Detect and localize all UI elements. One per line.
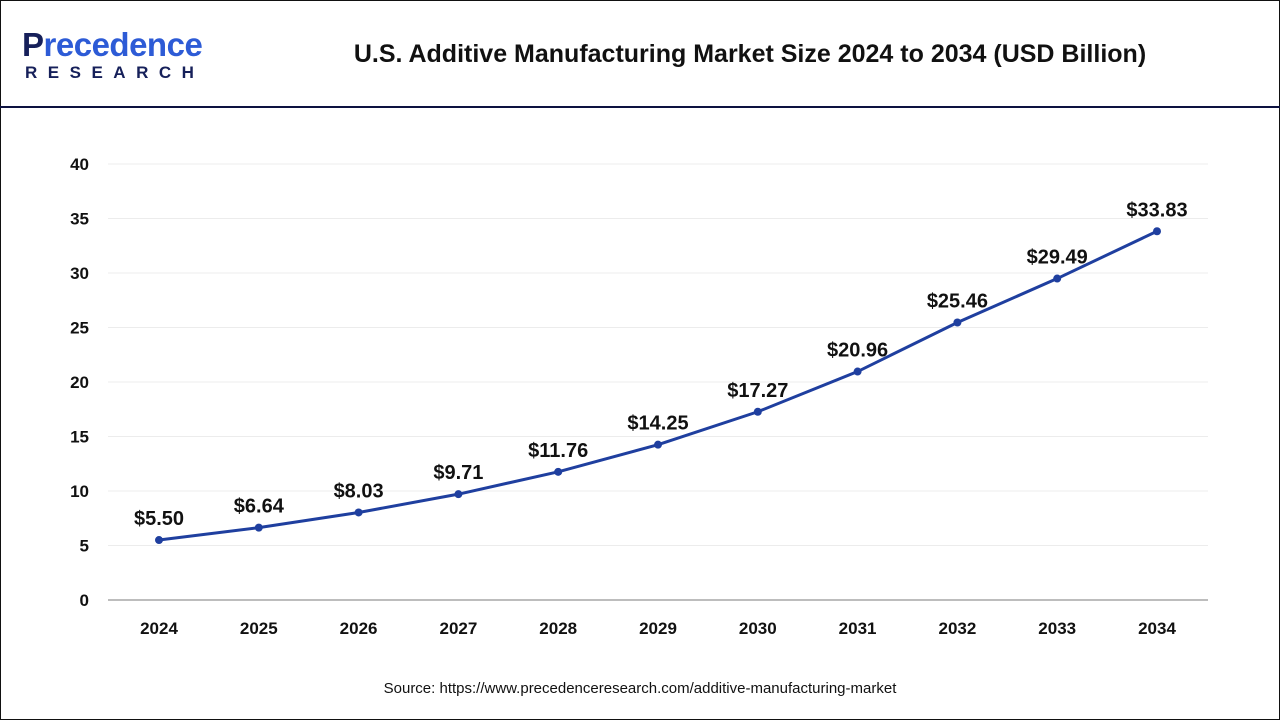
logo: Precedence RESEARCH [22, 28, 205, 83]
data-label: $29.49 [1027, 247, 1088, 269]
data-label: $9.71 [433, 462, 483, 484]
x-tick-label: 2034 [1138, 619, 1176, 638]
data-label: $25.46 [927, 290, 988, 312]
series-line [158, 229, 1158, 542]
data-label: $20.96 [827, 340, 888, 362]
data-point [155, 536, 163, 545]
data-point [853, 367, 862, 376]
x-tick-label: 2029 [639, 619, 677, 638]
data-label: $17.27 [727, 380, 788, 402]
data-point [454, 490, 463, 499]
y-tick-label: 35 [70, 210, 89, 229]
y-tick-label: 0 [80, 591, 89, 610]
data-label: $5.50 [134, 508, 184, 530]
data-label: $33.83 [1126, 199, 1187, 221]
chart-title: U.S. Additive Manufacturing Market Size … [353, 40, 1147, 68]
y-tick-label: 20 [70, 373, 89, 392]
y-tick-label: 15 [70, 428, 89, 447]
data-point [654, 440, 662, 449]
data-label: $8.03 [334, 480, 384, 502]
x-tick-label: 2024 [140, 619, 178, 638]
y-tick-label: 30 [70, 264, 89, 283]
y-tick-label: 25 [70, 319, 89, 338]
logo-p: P [22, 26, 44, 63]
data-label: $14.25 [627, 413, 688, 435]
data-point [1153, 227, 1161, 236]
x-tick-label: 2031 [839, 619, 877, 638]
data-point [753, 407, 762, 416]
x-tick-label: 2033 [1038, 619, 1076, 638]
data-label: $6.64 [234, 496, 285, 518]
y-tick-label: 5 [80, 537, 89, 556]
x-tick-label: 2026 [340, 619, 378, 638]
y-tick-label: 40 [70, 155, 89, 174]
x-tick-label: 2032 [938, 619, 976, 638]
logo-rest: recedence [43, 26, 203, 63]
x-tick-label: 2025 [240, 619, 278, 638]
x-tick-label: 2027 [439, 619, 477, 638]
data-point [554, 467, 563, 476]
logo-research: RESEARCH [25, 63, 205, 82]
x-tick-label: 2030 [739, 619, 777, 638]
y-tick-label: 10 [70, 482, 89, 501]
x-tick-label: 2028 [539, 619, 577, 638]
data-point [1053, 274, 1062, 283]
data-point [354, 508, 363, 517]
header: Precedence RESEARCH U.S. Additive Manufa… [0, 0, 1280, 108]
source-text: Source: https://www.precedenceresearch.c… [383, 680, 897, 697]
data-point [254, 523, 263, 532]
data-point [953, 318, 962, 327]
data-label: $11.76 [528, 440, 588, 462]
